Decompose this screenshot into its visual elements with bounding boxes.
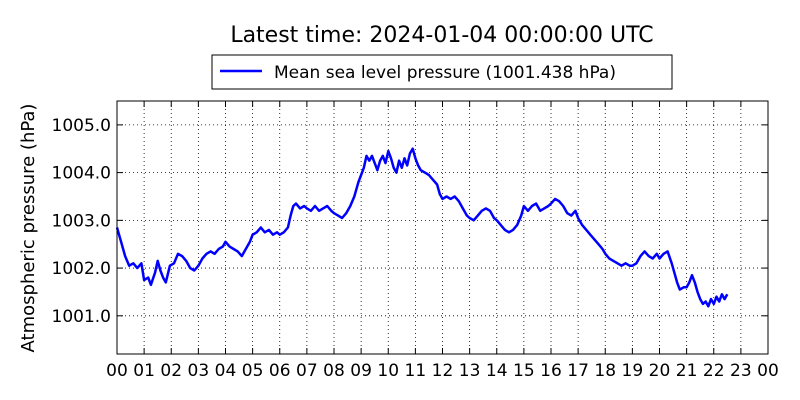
y-axis-ticks: 1001.0 1002.0 1003.0 1004.0 1005.0 — [52, 116, 768, 327]
chart-title: Latest time: 2024-01-04 00:00:00 UTC — [230, 23, 653, 48]
x-tick-label: 03 — [188, 361, 210, 381]
y-tick-label: 1003.0 — [52, 211, 111, 231]
x-tick-label: 01 — [133, 361, 155, 381]
x-tick-label: 07 — [296, 361, 318, 381]
x-tick-label: 08 — [323, 361, 345, 381]
x-tick-label: 18 — [594, 361, 616, 381]
x-tick-label: 22 — [703, 361, 725, 381]
y-tick-label: 1005.0 — [52, 116, 111, 136]
series-line-pressure — [115, 147, 729, 308]
x-tick-label: 00 — [106, 361, 128, 381]
x-tick-label: 00 — [757, 361, 779, 381]
x-tick-label: 05 — [242, 361, 264, 381]
x-tick-label: 14 — [486, 361, 508, 381]
x-tick-label: 21 — [676, 361, 698, 381]
x-tick-label: 11 — [405, 361, 427, 381]
x-tick-label: 15 — [513, 361, 535, 381]
x-tick-label: 19 — [622, 361, 644, 381]
x-tick-label: 13 — [459, 361, 481, 381]
x-tick-label: 06 — [269, 361, 291, 381]
x-axis-ticks: 00 01 02 03 04 05 06 07 08 09 10 11 12 13 14 15 16 17 18 19… — [106, 101, 779, 381]
y-tick-label: 1004.0 — [52, 164, 111, 184]
x-tick-label: 23 — [730, 361, 752, 381]
legend: Mean sea level pressure (1001.438 hPa) — [211, 54, 673, 90]
x-tick-label: 10 — [377, 361, 399, 381]
grid-lines — [117, 101, 768, 354]
y-tick-label: 1001.0 — [52, 307, 111, 327]
x-tick-label: 12 — [432, 361, 454, 381]
legend-box — [211, 54, 673, 90]
plot-area-frame — [116, 100, 769, 355]
x-tick-label: 09 — [350, 361, 372, 381]
x-tick-label: 16 — [540, 361, 562, 381]
x-tick-label: 02 — [160, 361, 182, 381]
x-tick-label: 20 — [649, 361, 671, 381]
y-tick-label: 1002.0 — [52, 259, 111, 279]
legend-label: Mean sea level pressure (1001.438 hPa) — [274, 63, 616, 83]
x-tick-label: 17 — [567, 361, 589, 381]
y-axis-label: Atmospheric pressure (hPa) — [18, 104, 39, 353]
x-tick-label: 04 — [215, 361, 237, 381]
